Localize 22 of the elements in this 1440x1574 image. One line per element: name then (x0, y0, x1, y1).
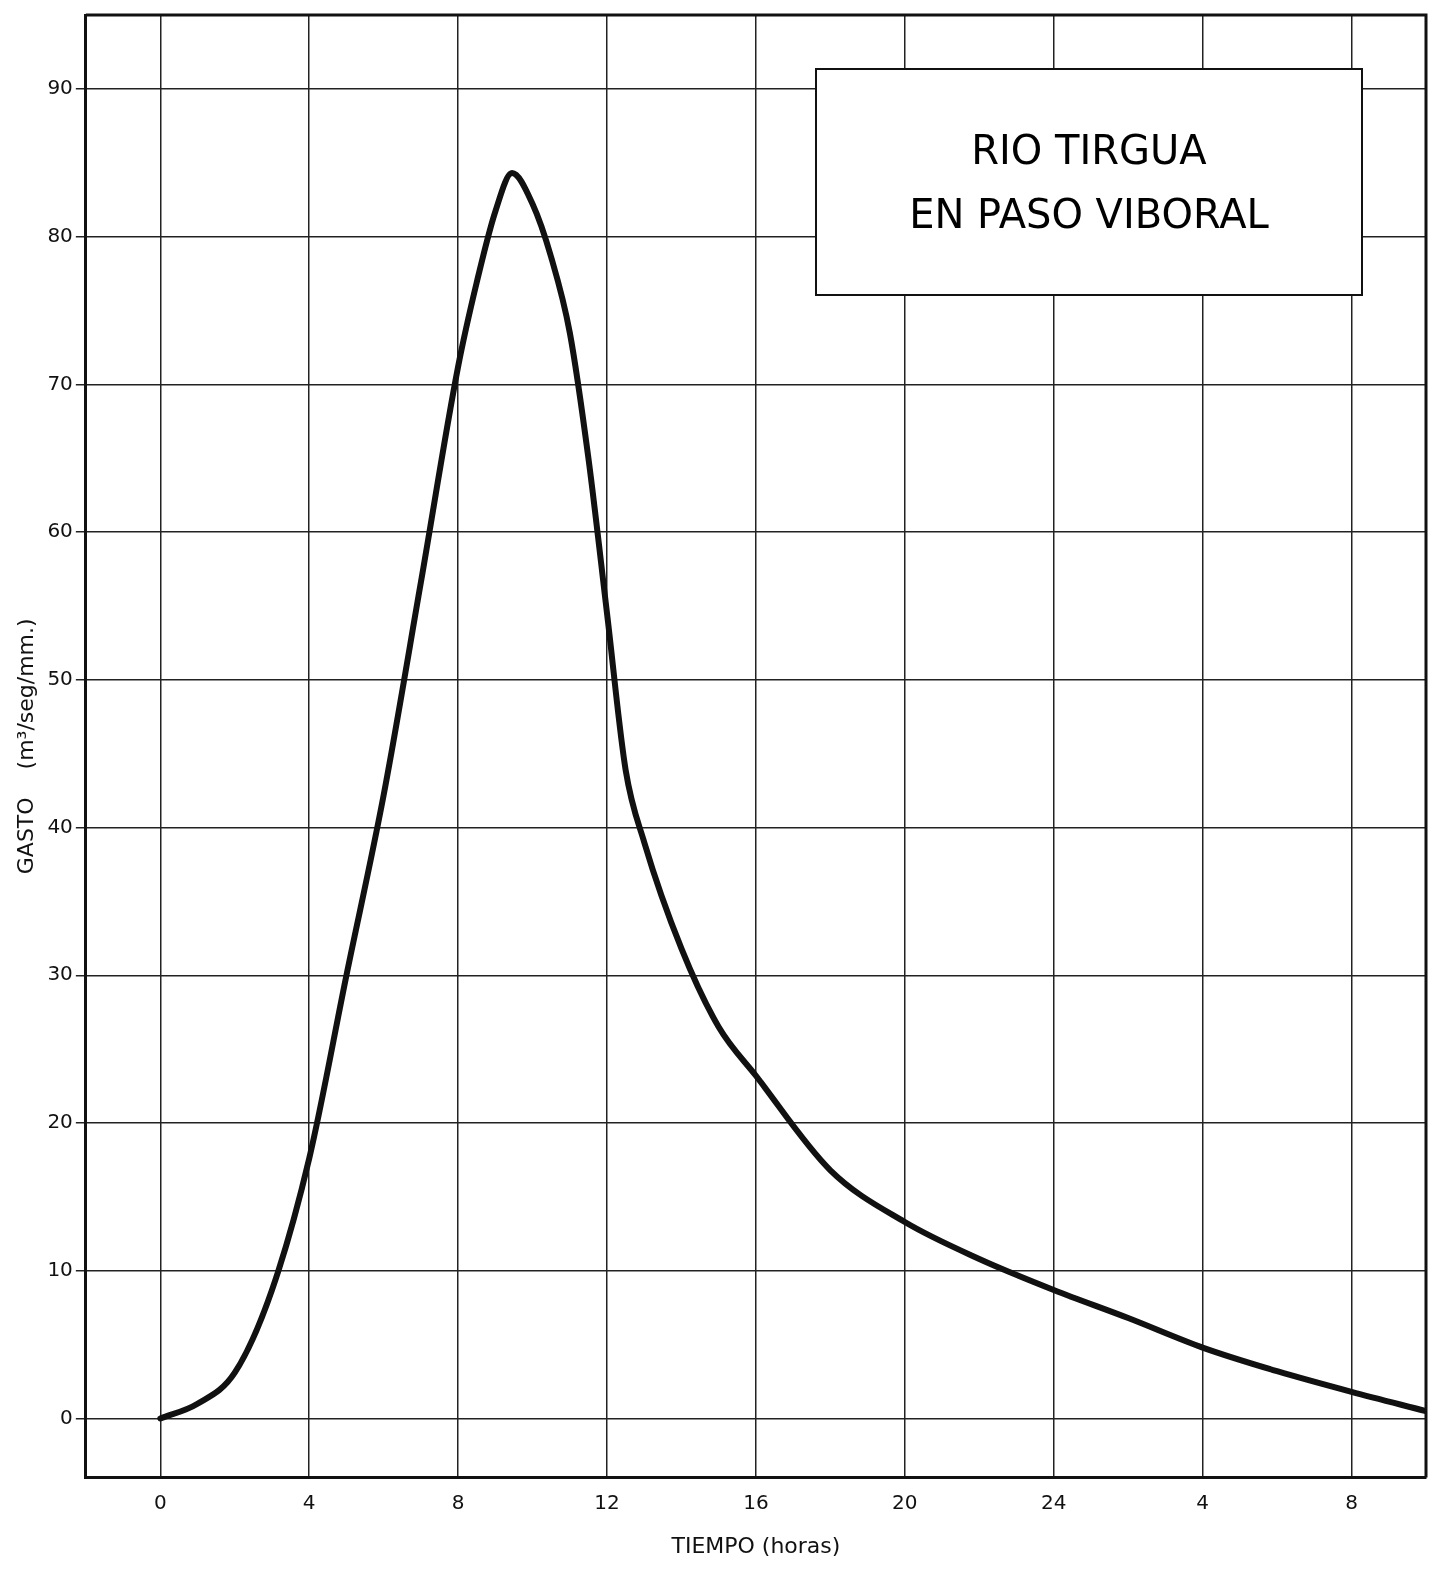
title-frame: RIO TIRGUA EN PASO VIBORAL (815, 68, 1363, 296)
x-tick-label: 16 (743, 1489, 769, 1514)
x-tick-label: 4 (1196, 1489, 1210, 1514)
x-tick-label: 20 (892, 1489, 918, 1514)
y-tick-label: 60 (47, 518, 73, 543)
x-tick-label: 8 (451, 1489, 465, 1514)
y-tick-label: 20 (47, 1109, 73, 1134)
x-tick-label: 4 (302, 1489, 316, 1514)
x-axis-title: TIEMPO (horas) (670, 1532, 841, 1558)
y-tick-label: 80 (47, 222, 73, 247)
y-tick-label: 50 (47, 666, 73, 691)
y-tick-label: 10 (47, 1256, 73, 1281)
y-tick-label: 40 (47, 813, 73, 838)
y-tick-label: 0 (60, 1404, 73, 1429)
y-tick-label: 30 (47, 961, 73, 986)
y-axis-title: GASTO (m³/seg/mm.) (12, 618, 38, 875)
x-tick-label: 12 (594, 1489, 620, 1514)
y-tick-label: 90 (47, 75, 73, 100)
x-tick-label: 24 (1041, 1489, 1067, 1514)
x-tick-label: 8 (1345, 1489, 1358, 1514)
x-tick-label: 0 (153, 1489, 167, 1514)
y-tick-label: 70 (47, 370, 73, 395)
